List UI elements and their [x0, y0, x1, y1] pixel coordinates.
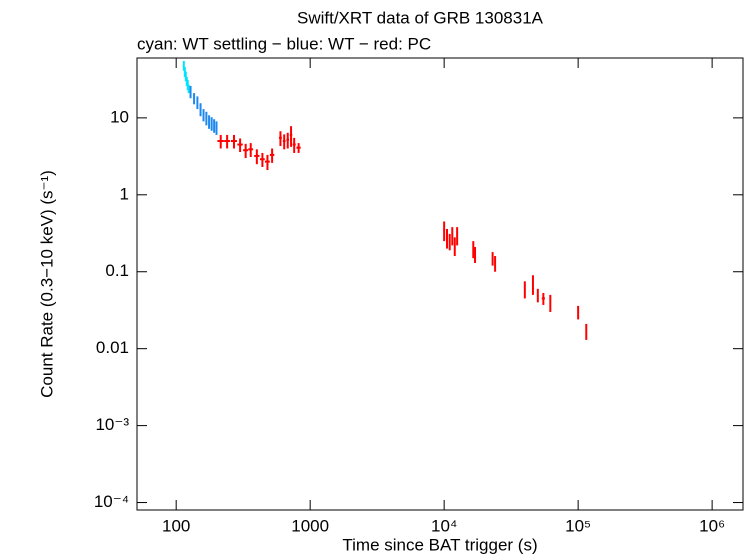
y-tick-label: 0.01: [96, 338, 129, 357]
y-axis-label: Count Rate (0.3−10 keV) (s⁻¹): [37, 170, 56, 398]
x-tick-label: 10⁶: [699, 516, 725, 535]
x-tick-label: 10⁴: [431, 516, 457, 535]
plot-frame: [136, 57, 744, 511]
y-tick-label: 10: [110, 107, 129, 126]
y-tick-label: 10⁻⁴: [94, 492, 129, 511]
chart-title: Swift/XRT data of GRB 130831A: [297, 8, 544, 27]
x-tick-label: 10⁵: [565, 516, 591, 535]
y-tick-label: 10⁻³: [95, 415, 129, 434]
x-tick-label: 100: [162, 516, 190, 535]
y-tick-label: 0.1: [105, 261, 129, 280]
chart-subtitle: cyan: WT settling − blue: WT − red: PC: [137, 34, 431, 53]
x-axis-label: Time since BAT trigger (s): [342, 535, 537, 554]
y-tick-label: 1: [120, 184, 129, 203]
x-tick-label: 1000: [291, 516, 329, 535]
